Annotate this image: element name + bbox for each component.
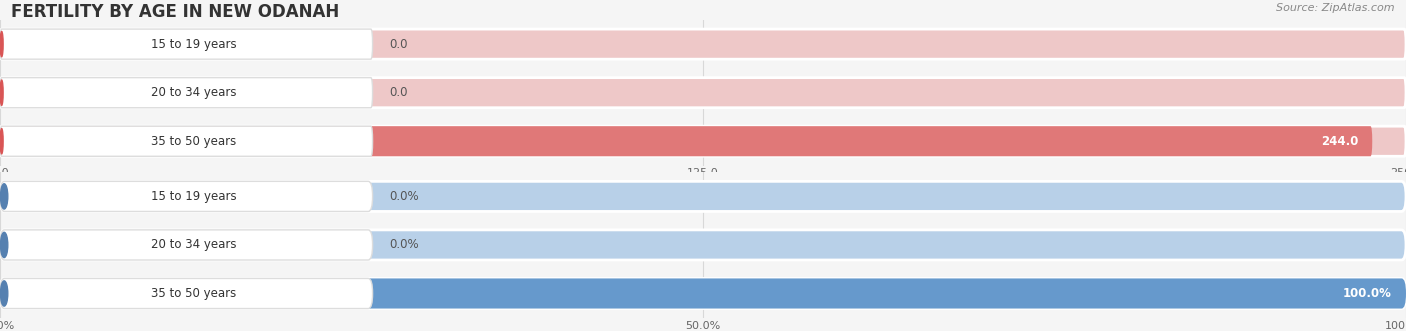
FancyBboxPatch shape [0, 230, 1406, 260]
Text: 0.0: 0.0 [389, 38, 408, 51]
Circle shape [0, 31, 3, 57]
FancyBboxPatch shape [0, 278, 373, 308]
Circle shape [0, 128, 3, 154]
Text: 15 to 19 years: 15 to 19 years [150, 38, 236, 51]
Text: Source: ZipAtlas.com: Source: ZipAtlas.com [1277, 3, 1395, 13]
FancyBboxPatch shape [0, 181, 1406, 212]
FancyBboxPatch shape [0, 181, 373, 212]
FancyBboxPatch shape [0, 278, 1406, 308]
Circle shape [0, 232, 8, 258]
FancyBboxPatch shape [0, 126, 373, 156]
Text: 20 to 34 years: 20 to 34 years [150, 86, 236, 99]
Text: 35 to 50 years: 35 to 50 years [150, 287, 236, 300]
Text: 244.0: 244.0 [1320, 135, 1358, 148]
Text: 100.0%: 100.0% [1343, 287, 1392, 300]
Text: 20 to 34 years: 20 to 34 years [150, 238, 236, 252]
FancyBboxPatch shape [0, 126, 1406, 156]
Text: 0.0%: 0.0% [389, 190, 419, 203]
FancyBboxPatch shape [0, 230, 373, 260]
Text: 35 to 50 years: 35 to 50 years [150, 135, 236, 148]
Circle shape [0, 184, 8, 209]
FancyBboxPatch shape [0, 78, 1406, 108]
Text: FERTILITY BY AGE IN NEW ODANAH: FERTILITY BY AGE IN NEW ODANAH [11, 3, 339, 21]
Text: 15 to 19 years: 15 to 19 years [150, 190, 236, 203]
FancyBboxPatch shape [0, 29, 373, 59]
Circle shape [0, 80, 3, 105]
FancyBboxPatch shape [0, 78, 373, 108]
FancyBboxPatch shape [0, 29, 1406, 59]
Text: 0.0: 0.0 [389, 86, 408, 99]
Circle shape [0, 281, 8, 306]
FancyBboxPatch shape [0, 278, 1406, 308]
FancyBboxPatch shape [0, 126, 1372, 156]
Text: 0.0%: 0.0% [389, 238, 419, 252]
